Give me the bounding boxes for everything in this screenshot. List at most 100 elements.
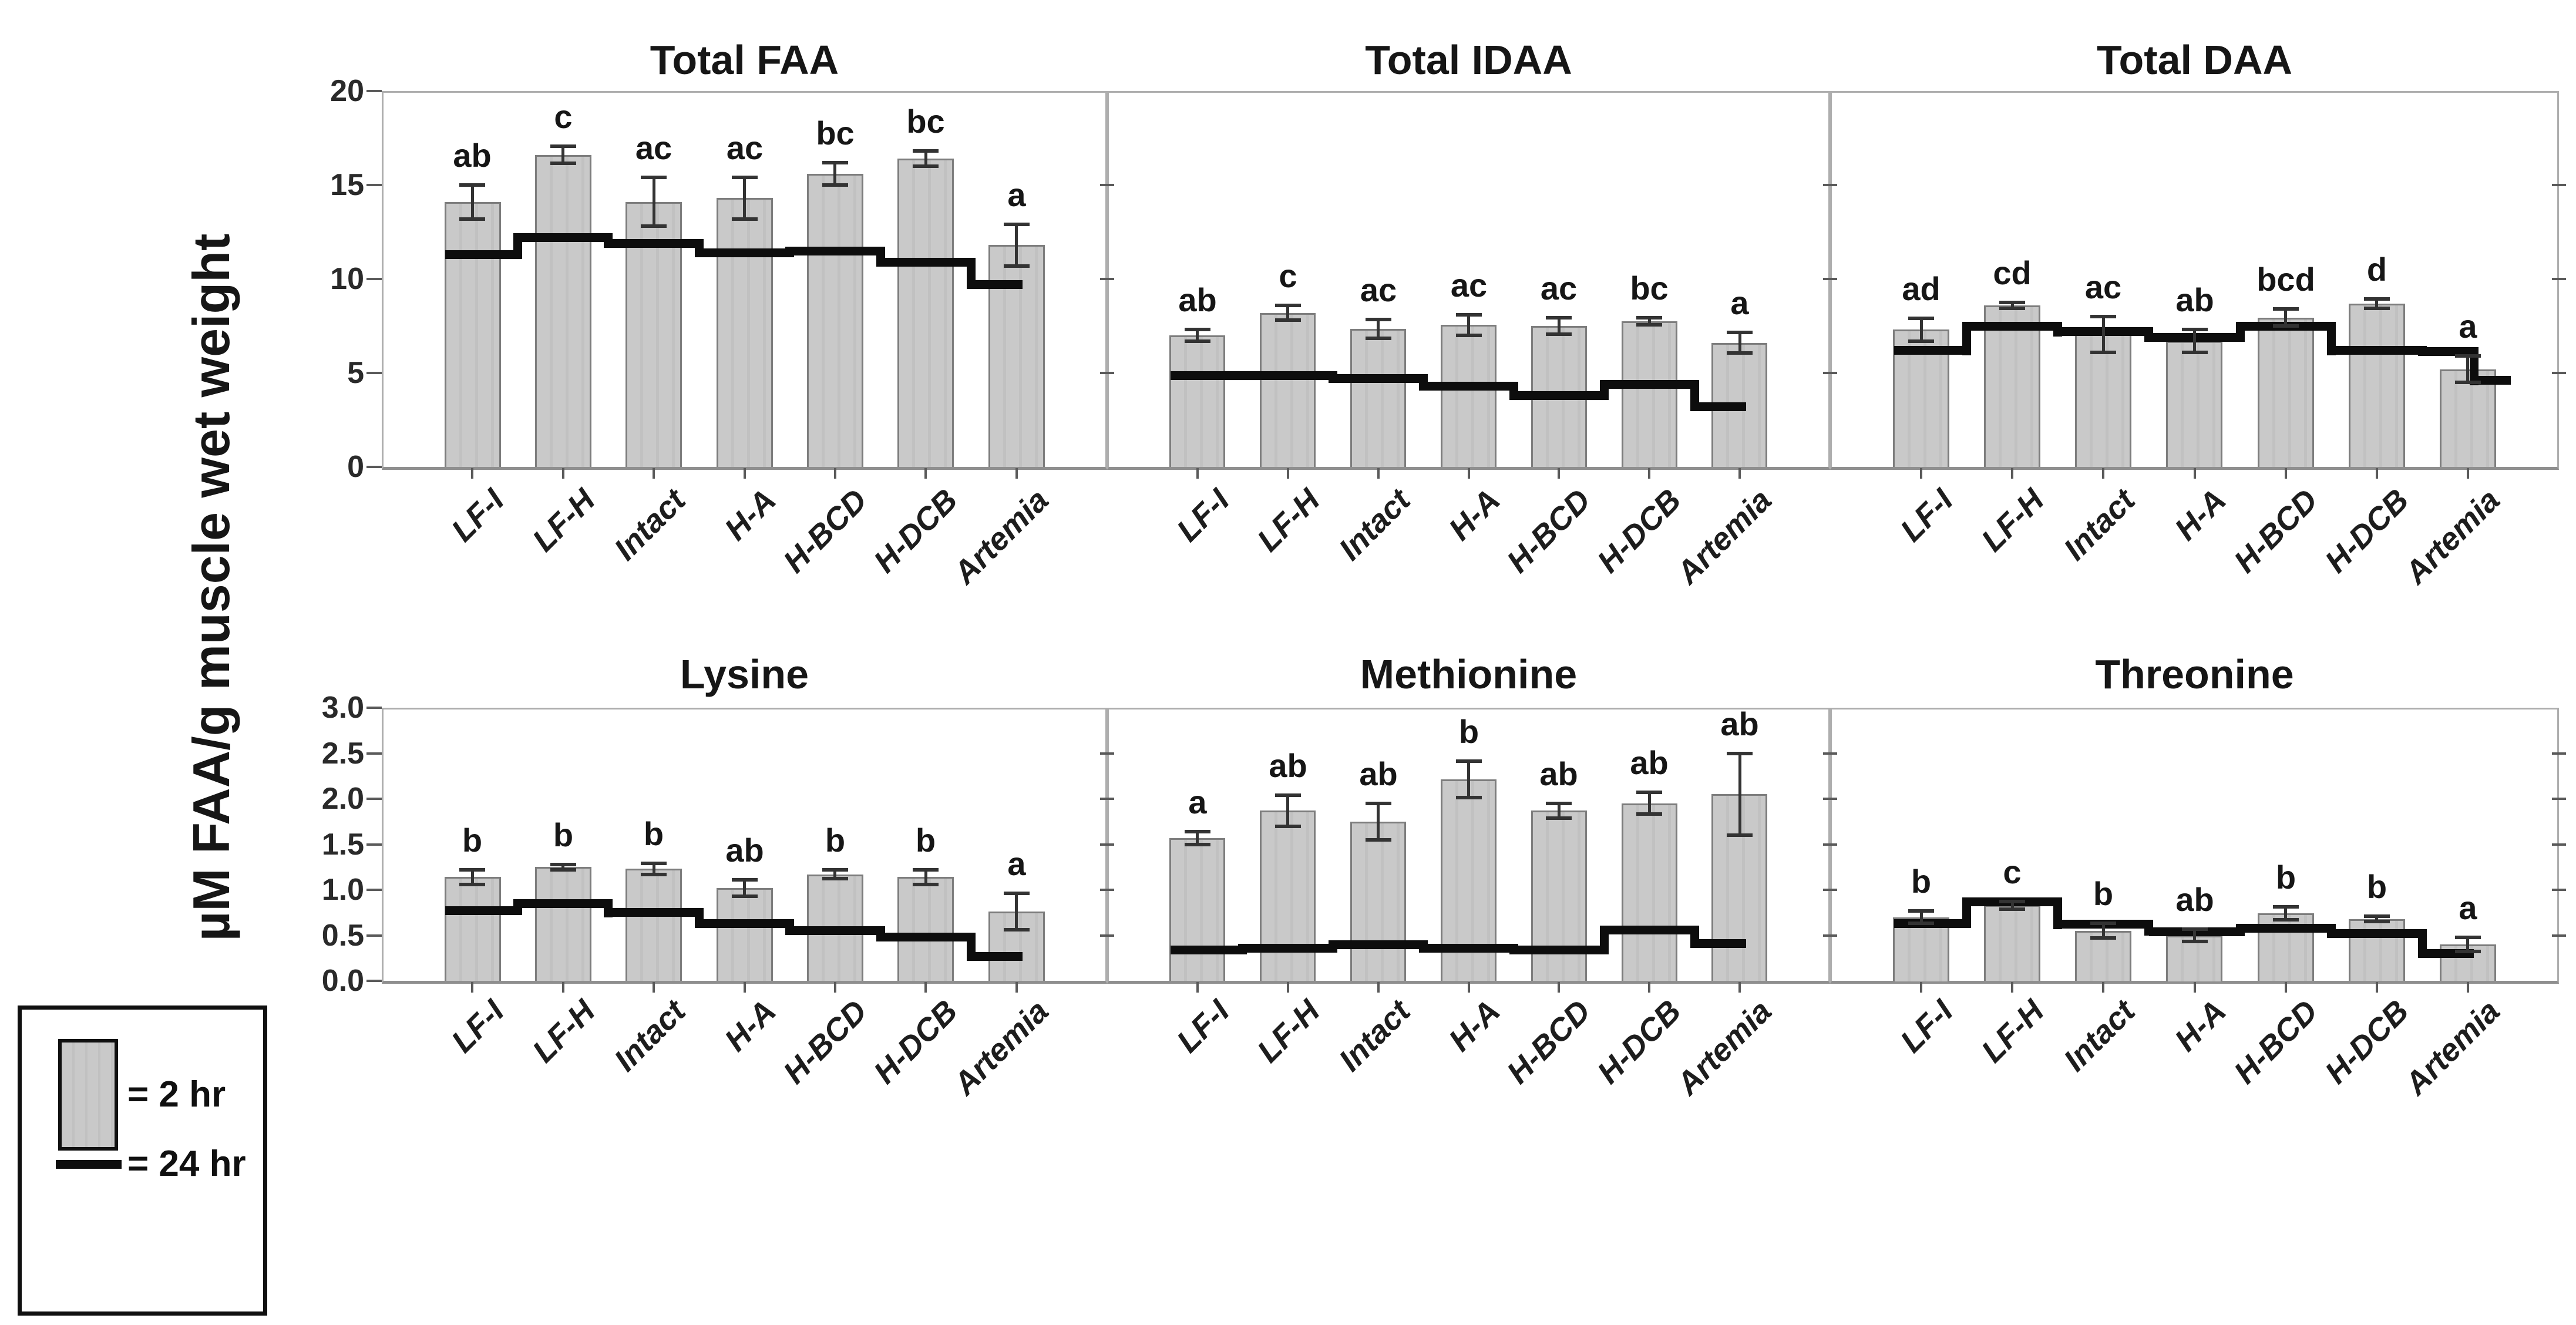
error-bar-cap-bottom [550, 162, 576, 165]
error-bar [1467, 315, 1470, 335]
error-bar-cap-bottom [732, 894, 758, 898]
sig-letter: ac [1540, 270, 1578, 307]
line-24hr-segment [518, 899, 608, 908]
error-bar [1467, 761, 1470, 798]
line-24hr-segment [1604, 380, 1694, 389]
error-bar-cap-top [1727, 752, 1753, 755]
y-tick-label: 0.0 [321, 964, 364, 998]
error-bar-cap-bottom [913, 164, 939, 168]
sig-letter: b [462, 822, 483, 859]
bar [1260, 811, 1316, 981]
line-24hr-segment [699, 248, 789, 257]
line-24hr-segment [445, 250, 518, 259]
sig-letter: b [1458, 713, 1479, 750]
y-tick-mark [366, 466, 382, 468]
y-tick-mark [1823, 843, 1837, 846]
y-tick-label: 1.5 [321, 828, 364, 862]
category-label: LF-I [445, 993, 511, 1060]
error-bar-cap-top [1999, 301, 2025, 304]
line-24hr-segment [1171, 946, 1243, 954]
error-bar-cap-bottom [1366, 337, 1391, 340]
error-bar-cap-top [2090, 315, 2116, 318]
line-24hr-segment [880, 933, 971, 941]
bar [807, 174, 863, 467]
category-tick-mark [1558, 982, 1560, 993]
category-label: Intact [2057, 993, 2142, 1078]
error-bar [2466, 356, 2469, 382]
line-24hr-segment [518, 233, 608, 242]
y-tick-mark [2552, 934, 2566, 937]
error-bar [2193, 329, 2196, 352]
line-24hr-segment [1171, 371, 1243, 380]
error-bar-cap-top [550, 144, 576, 148]
category-tick-mark [471, 982, 473, 993]
error-bar-cap-top [1275, 793, 1301, 797]
error-bar-cap-top [2455, 936, 2481, 939]
category-tick-mark [2102, 982, 2104, 993]
error-bar-cap-top [1546, 802, 1572, 805]
category-tick-mark [2011, 982, 2013, 993]
error-bar-cap-bottom [2182, 940, 2208, 943]
error-bar [1286, 305, 1289, 321]
category-tick-mark [2467, 468, 2469, 479]
error-bar [743, 177, 746, 218]
y-tick-mark [366, 752, 382, 755]
error-bar-cap-top [1546, 316, 1572, 320]
y-tick-label: 3.0 [321, 691, 364, 725]
line-24hr-segment [699, 919, 789, 928]
line-24hr-segment [1333, 374, 1424, 383]
category-label: H-BCD [2227, 993, 2325, 1091]
category-tick-mark [924, 468, 927, 479]
error-bar-cap-bottom [732, 217, 758, 221]
error-bar-cap-bottom [2364, 307, 2390, 310]
error-bar-cap-top [459, 183, 485, 187]
y-tick-mark [366, 90, 382, 92]
category-label: LF-I [1170, 482, 1236, 549]
error-bar [1377, 320, 1380, 338]
bar [535, 155, 591, 467]
error-bar-cap-top [1727, 331, 1753, 334]
legend-line-label: = 24 hr [127, 1144, 246, 1184]
error-bar-cap-top [1636, 316, 1662, 320]
category-label: LF-I [445, 482, 511, 549]
line-24hr-segment [880, 258, 971, 267]
error-bar [924, 870, 927, 885]
error-bar-cap-bottom [2182, 351, 2208, 354]
line-24hr-segment [2331, 929, 2422, 938]
sig-letter: ab [1178, 281, 1217, 318]
y-tick-label: 2.5 [321, 737, 364, 771]
error-bar [1920, 318, 1923, 341]
category-label: H-BCD [776, 993, 874, 1091]
category-label: LF-H [1975, 482, 2051, 559]
sig-letter: cd [1993, 254, 2032, 291]
error-bar-cap-bottom [1636, 812, 1662, 816]
bar [1984, 905, 2040, 981]
y-tick-mark [366, 843, 382, 846]
error-bar [2284, 309, 2287, 326]
bar [1622, 803, 1677, 981]
error-bar-cap-bottom [1727, 833, 1753, 837]
line-24hr-segment [971, 952, 1023, 961]
y-tick-mark [1823, 798, 1837, 800]
category-tick-mark [471, 468, 473, 479]
bar [1531, 811, 1587, 981]
error-bar-cap-bottom [2364, 920, 2390, 923]
y-tick-mark [366, 889, 382, 891]
category-label: Intact [1332, 993, 1417, 1078]
y-tick-mark [1100, 752, 1114, 755]
error-bar-cap-top [732, 878, 758, 882]
error-bar-cap-top [2182, 927, 2208, 931]
error-bar-cap-top [2273, 307, 2299, 311]
sig-letter: ab [453, 137, 492, 174]
sig-letter: ab [1359, 755, 1398, 792]
sig-letter: ac [1450, 267, 1488, 304]
error-bar [1286, 795, 1289, 826]
category-label: Artemia [2398, 993, 2507, 1102]
error-bar [924, 151, 927, 166]
sig-letter: bc [906, 103, 945, 140]
sig-letter: bcd [2256, 261, 2315, 298]
error-bar [653, 177, 655, 226]
error-bar-cap-top [1004, 223, 1030, 226]
error-bar [1015, 224, 1018, 265]
y-tick-mark [366, 278, 382, 280]
